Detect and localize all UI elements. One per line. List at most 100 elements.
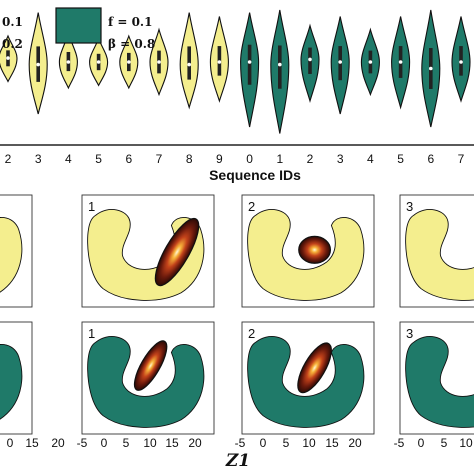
density-x-axis-label: Z1 <box>225 451 250 471</box>
violin-1-4 <box>58 31 78 90</box>
support-region <box>405 209 474 301</box>
violin-1-7 <box>149 27 169 97</box>
panel-index-label: 1 <box>88 326 95 341</box>
violin-median <box>398 60 403 64</box>
violin-median <box>247 60 252 64</box>
violin-tick-label: 4 <box>367 152 374 166</box>
violin-1-5 <box>89 37 109 87</box>
violin-median <box>338 60 343 64</box>
violin-1-9 <box>209 16 229 103</box>
density-tick-label: 5 <box>441 436 448 450</box>
density-tick-label: 15 <box>325 436 339 450</box>
legend-series2-line2: β = 0.8 <box>108 37 155 51</box>
violin-tick-label: 8 <box>186 152 193 166</box>
violin-panel: 2 3 4 5 6 7 8 9 0 1 2 3 4 5 6 7 0.1 0.2 f = 0.1 β = 0.8… <box>0 7 474 183</box>
density-tick-label: 20 <box>51 436 65 450</box>
violin-median <box>157 60 161 64</box>
violin-2-3 <box>330 16 350 115</box>
support-region <box>247 336 365 428</box>
density-tick-label: 15 <box>25 436 39 450</box>
violin-2-4 <box>360 27 380 97</box>
violin-median <box>66 60 71 64</box>
density-panel-1-2 <box>241 194 375 308</box>
density-panel-2-0 <box>0 321 33 435</box>
support-region <box>405 336 474 428</box>
density-tick-label: 20 <box>188 436 202 450</box>
support-region <box>0 344 23 420</box>
violin-2-2 <box>300 23 320 103</box>
density-blob <box>297 342 332 394</box>
violin-tick-label: 5 <box>95 152 102 166</box>
violin-tick-label: 2 <box>5 152 12 166</box>
density-panel-1-1 <box>81 194 215 308</box>
violin-box <box>247 44 252 85</box>
violin-median <box>217 60 222 64</box>
panel-index-label: 1 <box>88 199 95 214</box>
violin-tick-labels: 2 3 4 5 6 7 8 9 0 1 2 3 4 5 6 7 <box>5 152 465 166</box>
violin-1-8 <box>179 12 199 110</box>
violin-2-5 <box>391 16 411 110</box>
violin-1-2 <box>0 34 18 83</box>
support-region <box>0 217 23 293</box>
panel-index-label: 2 <box>248 326 255 341</box>
support-region <box>87 336 205 428</box>
density-tick-label: 0 <box>260 436 267 450</box>
density-tick-label: 5 <box>123 436 130 450</box>
legend-series2-line1: f = 0.1 <box>108 15 152 29</box>
density-tick-label: 0 <box>7 436 14 450</box>
density-tick-label: 5 <box>283 436 290 450</box>
violin-tick-label: 7 <box>156 152 163 166</box>
density-blob <box>133 340 168 391</box>
violin-tick-label: 3 <box>337 152 344 166</box>
density-tick-label: 10 <box>459 436 473 450</box>
violin-1-3 <box>28 12 48 115</box>
violin-tick-label: 4 <box>65 152 72 166</box>
violin-tick-label: 3 <box>35 152 42 166</box>
density-panel-2-3 <box>399 321 474 435</box>
legend-series1-line2: 0.2 <box>2 37 23 51</box>
violin-median <box>459 60 463 64</box>
violin-tick-label: 1 <box>276 152 283 166</box>
violin-2-6 <box>421 9 441 128</box>
violin-group <box>0 9 471 134</box>
density-blob <box>154 217 200 287</box>
panel-index-label: 3 <box>406 326 413 341</box>
violin-median <box>278 62 282 67</box>
violin-tick-label: 5 <box>397 152 404 166</box>
violin-median <box>96 60 101 64</box>
density-tick-label: -5 <box>394 436 405 450</box>
violin-2-0 <box>240 12 260 128</box>
violin-tick-label: 6 <box>125 152 132 166</box>
violin-1-6 <box>119 34 139 90</box>
violin-median <box>308 57 312 62</box>
violin-2-7 <box>451 16 471 103</box>
violin-median <box>127 60 131 64</box>
density-tick-label: 15 <box>165 436 179 450</box>
density-panel-2-2 <box>241 321 375 435</box>
violin-box <box>278 45 282 89</box>
legend-series1-line1: 0.1 <box>2 15 23 29</box>
violin-axes-frame <box>0 144 474 146</box>
legend: 0.1 0.2 f = 0.1 β = 0.8 <box>2 7 155 51</box>
support-region <box>247 209 365 301</box>
density-panel-2-1 <box>81 321 215 435</box>
legend-swatch-teal <box>55 7 102 44</box>
violin-median <box>6 56 10 60</box>
violin-tick-label: 7 <box>458 152 465 166</box>
density-tick-label: 0 <box>418 436 425 450</box>
density-blob <box>298 235 332 264</box>
violin-tick-label: 6 <box>427 152 434 166</box>
violin-median <box>187 62 191 67</box>
density-grid: 1 2 3 1 2 3 <box>0 194 474 435</box>
violin-median <box>36 62 40 67</box>
density-panel-1-3 <box>399 194 474 308</box>
density-tick-label: 0 <box>101 436 108 450</box>
density-panel-1-0 <box>0 194 33 308</box>
density-x-tick-labels: 0 15 20 -5 0 5 10 15 20 -5 0 5 10 15 20 -5 0 5 10 <box>7 436 473 450</box>
violin-tick-label: 2 <box>307 152 314 166</box>
density-tick-label: 10 <box>302 436 316 450</box>
violin-tick-label: 9 <box>216 152 223 166</box>
violin-2-1 <box>270 9 290 134</box>
violin-x-axis-label: Sequence IDs <box>209 167 301 183</box>
